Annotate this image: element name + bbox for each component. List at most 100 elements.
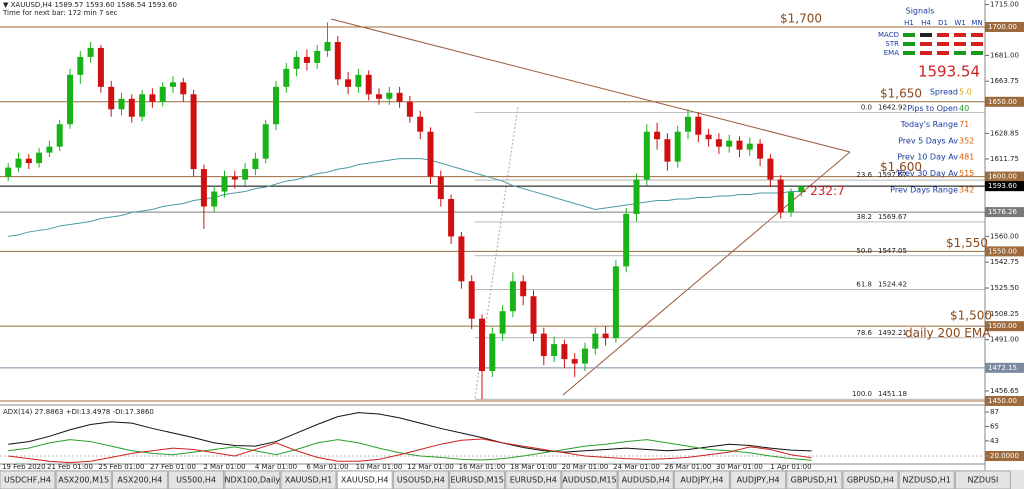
candle — [190, 89, 197, 177]
level-label: $1,550 — [946, 236, 988, 250]
tab-label[interactable]: ASX200,M15 — [58, 476, 109, 485]
tab-label[interactable]: NZDUSD,H1 — [903, 476, 951, 485]
signal-box — [903, 33, 915, 37]
candle — [736, 136, 743, 158]
tab-label[interactable]: AUDJPY,H4 — [680, 476, 723, 485]
tab[interactable] — [0, 470, 56, 489]
candle-body — [571, 359, 578, 364]
tab-label[interactable]: AUDUSD,M15 — [562, 476, 616, 485]
y-tick-label: 1560.00 — [990, 232, 1019, 240]
tab-label[interactable]: USDCHF,H4 — [4, 476, 51, 485]
candle-body — [561, 344, 568, 360]
tab-label[interactable]: EURUSD,M15 — [451, 476, 504, 485]
tab[interactable] — [730, 470, 787, 489]
fib-level: 61.8 — [856, 281, 872, 289]
tab[interactable] — [111, 470, 168, 489]
tab[interactable] — [168, 470, 225, 489]
x-tick-label: 21 Feb 01:00 — [47, 463, 93, 471]
current-price: 1593.54 — [918, 63, 980, 81]
candle-body — [190, 94, 197, 170]
candle-body — [314, 50, 321, 63]
stat-value: 40 — [959, 104, 969, 113]
level-axis-label: 1472.15 — [988, 364, 1017, 372]
candle — [664, 133, 671, 171]
stat-value: 342 — [959, 185, 974, 194]
candle — [139, 89, 146, 122]
tab-label[interactable]: ASX200,H4 — [117, 476, 162, 485]
tab[interactable] — [786, 470, 843, 489]
tab-label[interactable]: NZDUSI — [967, 476, 998, 485]
stat-value: 515 — [959, 169, 974, 178]
fib-price: 1642.92 — [878, 103, 907, 111]
level-axis-box — [985, 321, 1024, 332]
tab[interactable] — [842, 470, 899, 489]
candle-body — [736, 140, 743, 150]
candle-body — [489, 333, 496, 372]
level-axis-label: 1500.00 — [988, 322, 1017, 330]
candle — [159, 82, 166, 107]
x-tick-label: 24 Mar 01:00 — [613, 463, 660, 471]
level-axis-box — [985, 395, 1024, 406]
tab-label[interactable]: GBPUSD,H1 — [791, 476, 838, 485]
signal-box — [971, 33, 983, 37]
candle — [798, 186, 805, 197]
indicator-line — [8, 438, 812, 464]
candle-body — [77, 56, 84, 75]
candle-body — [726, 140, 733, 147]
candle — [293, 50, 300, 77]
tab-label[interactable]: XAUUSD,H4 — [341, 476, 389, 485]
candle — [118, 92, 125, 116]
candle — [77, 50, 84, 84]
tab[interactable] — [392, 470, 449, 489]
candle-body — [108, 86, 115, 110]
tab-label[interactable]: EURUSD,H4 — [510, 476, 557, 485]
fib-level: 78.6 — [856, 329, 872, 337]
tab-label[interactable]: NDX100,Daily — [224, 476, 280, 485]
tab[interactable] — [224, 470, 281, 489]
timeframe-label: W1 — [954, 19, 965, 27]
fib-price: 1524.42 — [878, 281, 907, 289]
tab-label[interactable]: US500,H4 — [176, 476, 216, 485]
tab[interactable] — [449, 470, 506, 489]
x-tick-label: 16 Mar 01:00 — [459, 463, 506, 471]
y-tick-label: 87 — [990, 408, 999, 416]
y-tick-label: 1681.00 — [990, 51, 1019, 59]
candle — [582, 342, 588, 372]
x-tick-label: 30 Mar 01:00 — [716, 463, 763, 471]
candle — [25, 154, 32, 170]
tab[interactable] — [55, 470, 112, 489]
signal-name: MACD — [878, 31, 899, 39]
signals-title: Signals — [906, 7, 935, 16]
tab-label[interactable]: USOUSD,H4 — [397, 476, 445, 485]
tab-label[interactable]: AUDJPY,H4 — [737, 476, 780, 485]
tab[interactable] — [561, 470, 618, 489]
x-tick-label: 25 Feb 01:00 — [99, 463, 145, 471]
y-tick-label: 1508.25 — [990, 310, 1019, 318]
candle — [36, 148, 43, 168]
tab-label[interactable]: XAUUSD,H1 — [285, 476, 333, 485]
tab[interactable] — [280, 470, 337, 489]
tab-label[interactable]: AUDUSD,H4 — [622, 476, 670, 485]
annotation: daily 200 EMA — [905, 326, 991, 340]
candle — [417, 110, 424, 140]
candle-body — [437, 176, 444, 200]
signal-box — [903, 42, 915, 46]
candle-body — [46, 146, 53, 153]
signal-box — [971, 42, 983, 46]
tab[interactable] — [954, 470, 1011, 489]
tab[interactable] — [673, 470, 730, 489]
candle — [396, 86, 403, 108]
candle — [170, 76, 176, 93]
tab[interactable] — [898, 470, 955, 489]
y-tick-label: 1456.65 — [990, 387, 1019, 395]
level-label: $1,600 — [880, 160, 922, 174]
candle-body — [5, 167, 12, 177]
tab-label[interactable]: GBPUSD,H4 — [847, 476, 894, 485]
candle — [283, 62, 290, 93]
candle — [757, 139, 764, 167]
tab[interactable] — [617, 470, 674, 489]
candle — [242, 163, 249, 186]
tab[interactable] — [505, 470, 562, 489]
tab[interactable] — [336, 470, 393, 489]
